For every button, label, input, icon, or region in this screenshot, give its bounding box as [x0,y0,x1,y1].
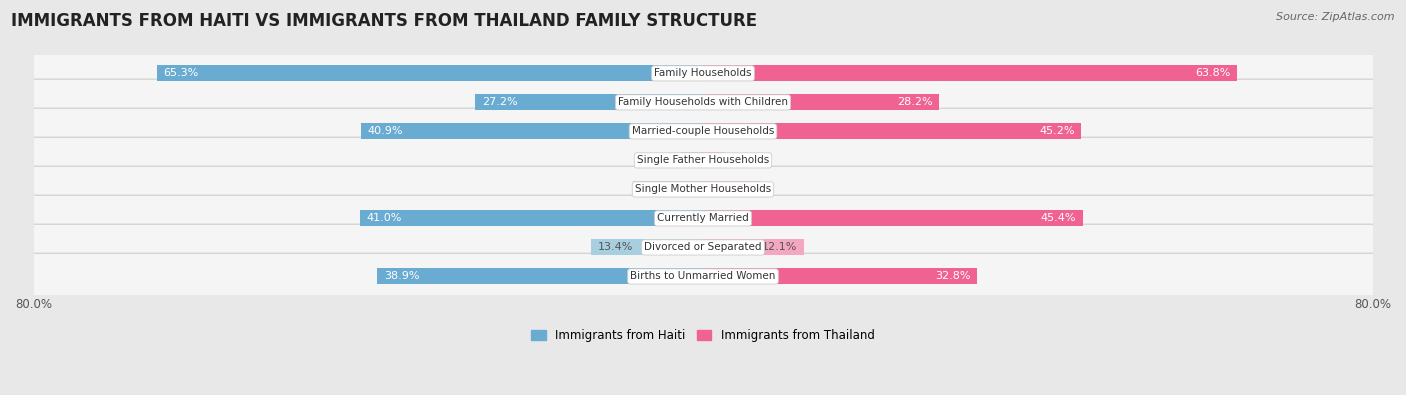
Bar [703,181,761,198]
Bar [703,269,977,284]
Bar [703,123,1081,139]
Bar [703,66,1237,81]
Text: 45.2%: 45.2% [1039,126,1074,136]
Bar [361,123,703,139]
Text: 28.2%: 28.2% [897,98,932,107]
Text: 27.2%: 27.2% [482,98,517,107]
FancyBboxPatch shape [31,195,1375,242]
Text: 12.1%: 12.1% [762,243,797,252]
Text: Divorced or Separated: Divorced or Separated [644,243,762,252]
Legend: Immigrants from Haiti, Immigrants from Thailand: Immigrants from Haiti, Immigrants from T… [531,329,875,342]
Text: 2.6%: 2.6% [688,155,716,166]
Bar [703,211,1083,226]
Text: Family Households with Children: Family Households with Children [619,98,787,107]
Text: 41.0%: 41.0% [367,213,402,224]
Bar [156,66,703,81]
Bar [475,94,703,110]
Bar [703,94,939,110]
Bar [377,269,703,284]
Bar [360,211,703,226]
Bar [703,152,724,168]
Text: IMMIGRANTS FROM HAITI VS IMMIGRANTS FROM THAILAND FAMILY STRUCTURE: IMMIGRANTS FROM HAITI VS IMMIGRANTS FROM… [11,12,758,30]
Text: 8.4%: 8.4% [640,184,668,194]
Text: Currently Married: Currently Married [657,213,749,224]
Text: 63.8%: 63.8% [1195,68,1230,78]
Text: 45.4%: 45.4% [1040,213,1076,224]
Text: Married-couple Households: Married-couple Households [631,126,775,136]
FancyBboxPatch shape [31,108,1375,154]
FancyBboxPatch shape [31,224,1375,271]
Bar [682,152,703,168]
Text: 2.5%: 2.5% [689,155,717,166]
Text: 65.3%: 65.3% [163,68,198,78]
Bar [703,239,804,256]
Text: Source: ZipAtlas.com: Source: ZipAtlas.com [1277,12,1395,22]
Text: 13.4%: 13.4% [598,243,633,252]
FancyBboxPatch shape [31,50,1375,96]
Text: 32.8%: 32.8% [935,271,970,281]
Text: Single Father Households: Single Father Households [637,155,769,166]
FancyBboxPatch shape [31,253,1375,300]
Text: 40.9%: 40.9% [367,126,404,136]
Text: 6.9%: 6.9% [725,184,754,194]
Text: Births to Unmarried Women: Births to Unmarried Women [630,271,776,281]
FancyBboxPatch shape [31,166,1375,213]
FancyBboxPatch shape [31,79,1375,126]
FancyBboxPatch shape [31,137,1375,184]
Text: Family Households: Family Households [654,68,752,78]
Text: Single Mother Households: Single Mother Households [636,184,770,194]
Bar [633,181,703,198]
Bar [591,239,703,256]
Text: 38.9%: 38.9% [384,271,419,281]
